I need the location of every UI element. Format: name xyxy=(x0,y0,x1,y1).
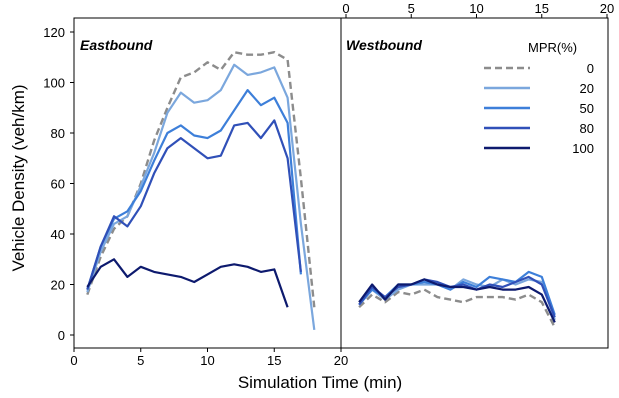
legend: 0 20 50 80 100 xyxy=(484,61,594,156)
y-tick-label: 120 xyxy=(43,25,65,40)
x-tick-label-top: 10 xyxy=(469,1,483,16)
panel-title-westbound: Westbound xyxy=(346,37,422,53)
panel-frame-westbound xyxy=(340,17,609,349)
axes-layer xyxy=(70,14,609,352)
legend-label-mpr-0: 0 xyxy=(587,61,594,76)
series-line-westbound-mpr-20 xyxy=(358,278,556,321)
legend-label-mpr-50: 50 xyxy=(580,101,594,116)
x-axis-title: Simulation Time (min) xyxy=(238,373,402,392)
y-tick-label: 60 xyxy=(51,177,65,192)
y-tick-label: 100 xyxy=(43,76,65,91)
x-tick-label-top: 5 xyxy=(408,1,415,16)
y-tick-label: 40 xyxy=(51,227,65,242)
legend-title: MPR(%) xyxy=(528,40,577,55)
y-tick-label: 20 xyxy=(51,278,65,293)
x-tick-label-bottom: 20 xyxy=(334,353,348,368)
y-tick-label: 0 xyxy=(58,328,65,343)
series-layer xyxy=(86,51,556,331)
panel-title-eastbound: Eastbound xyxy=(80,37,153,53)
legend-label-mpr-80: 80 xyxy=(580,121,594,136)
series-line-eastbound-mpr-50 xyxy=(86,88,302,290)
x-tick-label-bottom: 0 xyxy=(70,353,77,368)
series-line-eastbound-mpr-100 xyxy=(86,258,289,308)
legend-label-mpr-20: 20 xyxy=(580,81,594,96)
x-tick-label-bottom: 10 xyxy=(200,353,214,368)
x-tick-label-top: 0 xyxy=(342,1,349,16)
legend-label-mpr-100: 100 xyxy=(572,141,594,156)
y-axis-title: Vehicle Density (veh/km) xyxy=(9,84,28,271)
series-line-westbound-mpr-100 xyxy=(358,278,556,323)
series-line-westbound-mpr-0 xyxy=(358,288,556,328)
x-tick-label-top: 20 xyxy=(600,1,614,16)
x-tick-label-top: 15 xyxy=(535,1,549,16)
x-tick-label-bottom: 5 xyxy=(137,353,144,368)
series-line-eastbound-mpr-80 xyxy=(86,119,302,290)
series-line-eastbound-mpr-20 xyxy=(86,63,316,331)
x-tick-label-bottom: 15 xyxy=(267,353,281,368)
text-layer: Vehicle Density (veh/km) Simulation Time… xyxy=(9,1,614,392)
y-tick-label: 80 xyxy=(51,126,65,141)
